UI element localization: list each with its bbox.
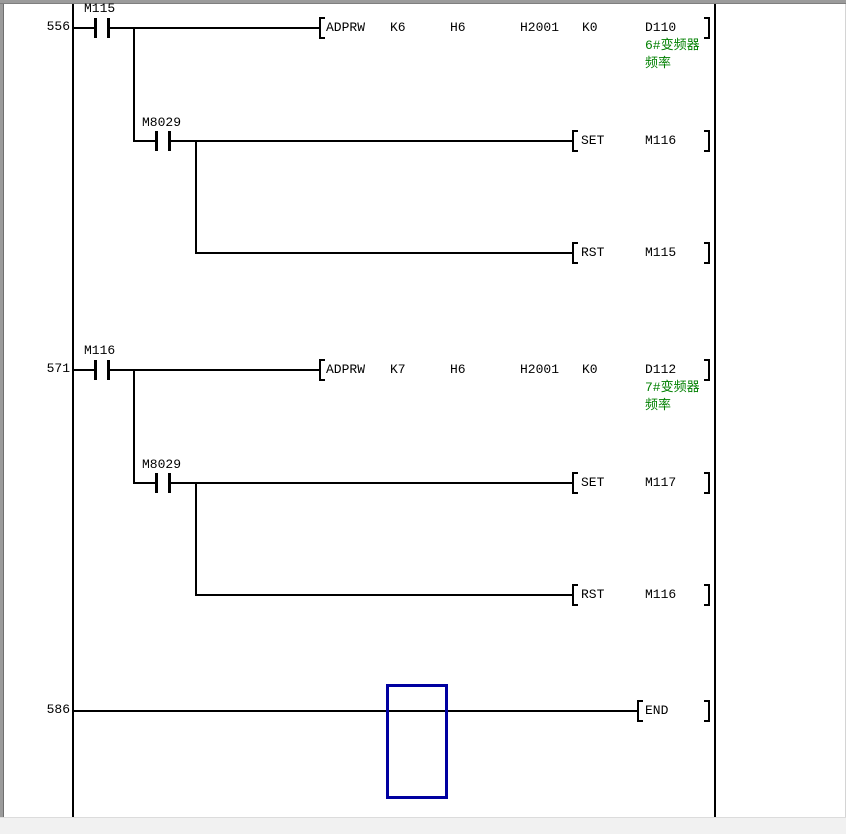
instruction-opcode: SET — [581, 475, 605, 490]
close-bracket — [704, 130, 710, 152]
window-top-border — [0, 0, 846, 4]
rung-wire — [195, 594, 572, 596]
instruction-operand: M117 — [645, 475, 677, 490]
instruction-arg: K0 — [582, 362, 598, 377]
rung-wire — [195, 252, 572, 254]
open-bracket — [319, 359, 325, 381]
window-left-border — [0, 4, 4, 817]
rung-wire — [110, 27, 319, 29]
contact-bar — [168, 131, 171, 151]
open-bracket — [572, 130, 578, 152]
step-number: 586 — [46, 702, 70, 717]
close-bracket — [704, 359, 710, 381]
open-bracket — [572, 584, 578, 606]
instruction-arg: H2001 — [520, 20, 560, 35]
contact-bar — [155, 131, 158, 151]
contact-bar — [94, 360, 97, 380]
instruction-arg: K0 — [582, 20, 598, 35]
instruction-opcode: RST — [581, 245, 605, 260]
instruction-arg: K6 — [390, 20, 406, 35]
instruction-arg: H6 — [450, 20, 466, 35]
contact-bar — [155, 473, 158, 493]
close-bracket — [704, 242, 710, 264]
branch-wire — [133, 27, 135, 142]
open-bracket — [637, 700, 643, 722]
contact-bar — [168, 473, 171, 493]
device-comment: 频率 — [645, 398, 672, 413]
rung-wire — [171, 482, 572, 484]
rung-wire — [135, 140, 155, 142]
branch-wire — [195, 482, 197, 596]
step-number: 571 — [46, 361, 70, 376]
contact-label: M8029 — [142, 115, 182, 130]
open-bracket — [319, 17, 325, 39]
contact-bar — [107, 18, 110, 38]
branch-wire — [133, 369, 135, 484]
instruction-arg: H2001 — [520, 362, 560, 377]
rung-wire — [72, 710, 638, 712]
close-bracket — [704, 584, 710, 606]
step-number: 556 — [46, 19, 70, 34]
close-bracket — [704, 700, 710, 722]
instruction-arg: H6 — [450, 362, 466, 377]
instruction-opcode: RST — [581, 587, 605, 602]
contact-bar — [94, 18, 97, 38]
contact-label: M8029 — [142, 457, 182, 472]
edit-cursor[interactable] — [386, 684, 448, 799]
instruction-operand: M115 — [645, 245, 677, 260]
open-bracket — [572, 242, 578, 264]
contact-label: M115 — [84, 1, 116, 16]
instruction-opcode: ADPRW — [326, 362, 366, 377]
rung-wire — [72, 27, 94, 29]
open-bracket — [572, 472, 578, 494]
rung-wire — [171, 140, 572, 142]
right-power-rail — [714, 4, 716, 817]
horizontal-scrollbar[interactable] — [0, 817, 846, 834]
device-comment: 6#变频器 — [645, 38, 700, 53]
branch-wire — [195, 140, 197, 254]
close-bracket — [704, 17, 710, 39]
left-power-rail — [72, 4, 74, 817]
device-comment: 频率 — [645, 56, 672, 71]
instruction-opcode: END — [645, 703, 669, 718]
instruction-result: D110 — [645, 20, 677, 35]
rung-wire — [110, 369, 319, 371]
rung-wire — [135, 482, 155, 484]
instruction-opcode: SET — [581, 133, 605, 148]
close-bracket — [704, 472, 710, 494]
instruction-operand: M116 — [645, 587, 677, 602]
contact-bar — [107, 360, 110, 380]
instruction-arg: K7 — [390, 362, 406, 377]
instruction-operand: M116 — [645, 133, 677, 148]
instruction-result: D112 — [645, 362, 677, 377]
rung-wire — [72, 369, 94, 371]
instruction-opcode: ADPRW — [326, 20, 366, 35]
device-comment: 7#变频器 — [645, 380, 700, 395]
contact-label: M116 — [84, 343, 116, 358]
